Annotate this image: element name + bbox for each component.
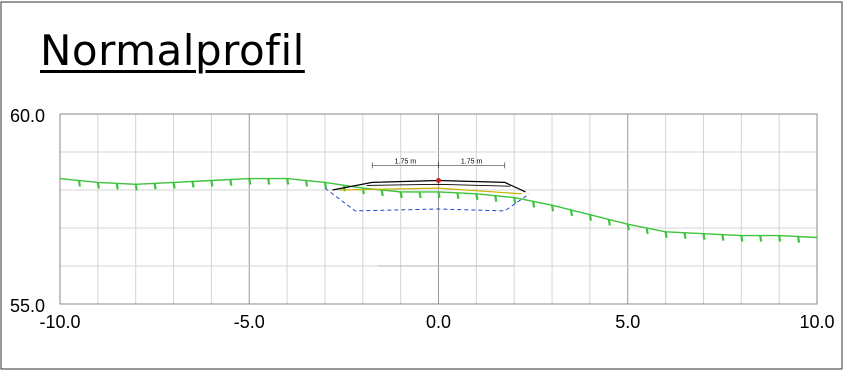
terrain-hatch xyxy=(588,214,592,221)
road-layer-line xyxy=(366,183,511,187)
terrain-hatch xyxy=(759,235,763,242)
terrain-hatch xyxy=(380,189,384,197)
terrain-hatch xyxy=(569,209,574,217)
terrain-hatch xyxy=(664,231,668,238)
terrain-hatch xyxy=(172,182,176,189)
terrain-hatch xyxy=(399,191,403,199)
dimension-label: 1.75 m xyxy=(461,158,483,165)
terrain-hatch xyxy=(191,181,195,188)
y-tick-label: 55.0 xyxy=(10,296,45,316)
terrain-hatch xyxy=(134,184,138,191)
terrain-hatch xyxy=(304,180,309,187)
terrain-hatch xyxy=(550,205,555,212)
terrain-hatch xyxy=(778,235,782,242)
centerline-point xyxy=(436,178,441,183)
plot-frame xyxy=(59,113,818,305)
terrain-hatch xyxy=(248,178,252,185)
terrain-hatch xyxy=(323,182,328,189)
terrain-hatch xyxy=(210,180,214,187)
excavation-line xyxy=(324,187,530,212)
terrain-hatch xyxy=(267,178,271,185)
terrain-hatch xyxy=(645,227,649,235)
x-tick-label: 10.0 xyxy=(799,312,834,332)
terrain-hatch xyxy=(721,234,725,241)
terrain-hatch xyxy=(418,191,422,199)
y-tick-label: 60.0 xyxy=(10,106,45,126)
terrain-hatch xyxy=(153,183,157,190)
terrain-hatch xyxy=(626,224,630,231)
terrain-hatch xyxy=(607,219,611,226)
x-tick-label: 0.0 xyxy=(426,312,451,332)
x-tick-label: -10.0 xyxy=(39,312,80,332)
terrain-hatch xyxy=(475,193,479,200)
terrain-hatch xyxy=(456,192,460,200)
terrain-hatch xyxy=(796,236,801,243)
terrain-hatch xyxy=(532,201,536,208)
terrain-hatch xyxy=(494,195,498,202)
x-tick-label: -5.0 xyxy=(234,312,265,332)
terrain-hatch xyxy=(683,232,687,239)
terrain-hatch xyxy=(437,191,441,199)
terrain-hatch xyxy=(96,182,100,189)
terrain-hatch xyxy=(740,235,744,242)
terrain-hatch xyxy=(229,179,233,186)
terrain-hatch xyxy=(286,178,290,185)
terrain-hatch xyxy=(702,233,706,240)
terrain-hatch xyxy=(77,180,82,187)
dimension-label: 1.75 m xyxy=(395,158,417,165)
terrain-hatch xyxy=(115,183,119,190)
page-title: Normalprofil xyxy=(40,26,305,75)
x-tick-label: 5.0 xyxy=(615,312,640,332)
terrain-hatch xyxy=(513,197,517,204)
subgrade-line xyxy=(340,187,522,195)
